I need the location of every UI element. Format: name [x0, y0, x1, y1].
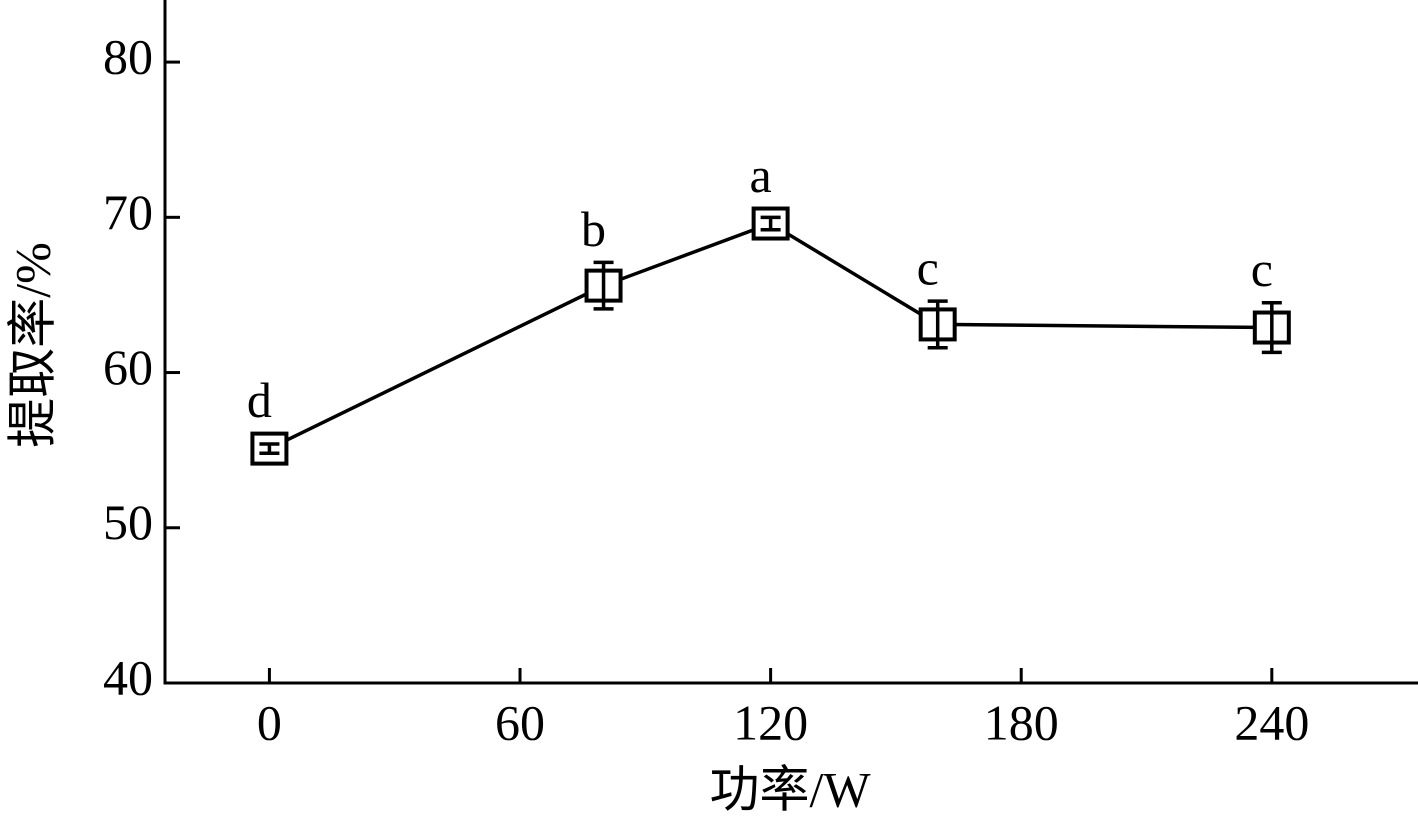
significance-label: c	[917, 240, 939, 296]
x-axis-label: 功率/W	[709, 761, 871, 817]
marker	[250, 431, 289, 466]
x-tick-label: 120	[733, 694, 808, 750]
y-tick-label: 70	[103, 184, 153, 240]
marker	[1252, 310, 1291, 345]
y-axis-label: 提取率/%	[4, 242, 60, 448]
marker	[584, 268, 623, 303]
significance-label: c	[1251, 241, 1273, 297]
significance-label: a	[750, 147, 772, 203]
marker	[918, 307, 957, 342]
y-tick-label: 40	[103, 649, 153, 705]
data-line	[268, 221, 1272, 451]
y-tick-label: 60	[103, 339, 153, 395]
error-bar	[760, 215, 781, 232]
error-bar	[259, 442, 280, 456]
marker	[751, 206, 790, 241]
x-tick-label: 180	[984, 694, 1059, 750]
significance-label: d	[247, 372, 272, 428]
x-tick-label: 60	[495, 694, 545, 750]
y-tick-label: 50	[103, 494, 153, 550]
y-tick-label: 80	[103, 29, 153, 85]
significance-label: b	[581, 201, 606, 257]
x-tick-label: 240	[1234, 694, 1309, 750]
x-tick-label: 0	[257, 694, 282, 750]
